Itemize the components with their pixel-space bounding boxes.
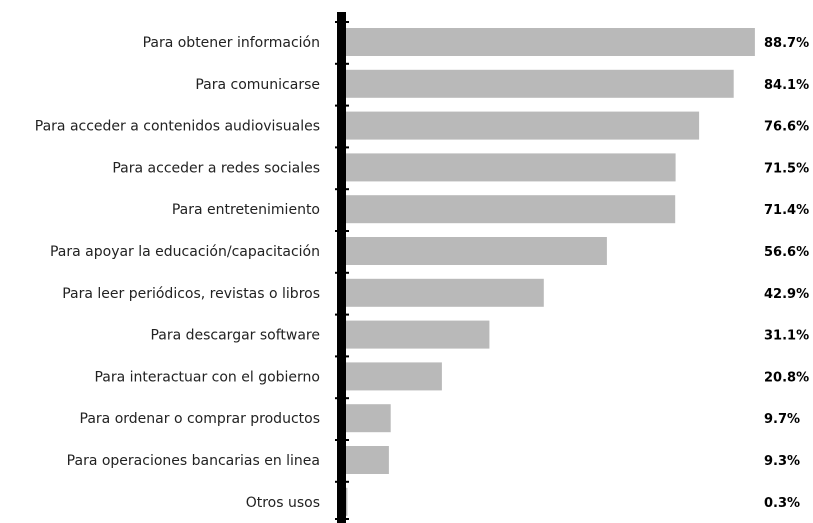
- y-axis-line: [337, 12, 346, 523]
- value-label: 9.7%: [764, 412, 800, 427]
- category-label: Para leer periódicos, revistas o libros: [62, 286, 320, 302]
- bar: [346, 320, 490, 349]
- value-label: 71.4%: [764, 203, 809, 218]
- bar: [346, 153, 676, 182]
- value-label: 84.1%: [764, 78, 809, 93]
- category-label: Para acceder a redes sociales: [112, 160, 320, 176]
- category-label: Para entretenimiento: [172, 202, 320, 218]
- category-label: Para operaciones bancarias en linea: [67, 453, 320, 469]
- axis-group: [335, 12, 349, 523]
- category-label: Otros usos: [246, 495, 320, 511]
- value-label: 88.7%: [764, 36, 809, 51]
- bar: [346, 278, 544, 307]
- value-label: 0.3%: [764, 496, 800, 511]
- bars-group: [346, 28, 755, 516]
- value-label: 31.1%: [764, 329, 809, 344]
- category-label: Para comunicarse: [195, 77, 320, 93]
- bar: [346, 446, 389, 474]
- bar: [346, 28, 755, 56]
- category-label: Para apoyar la educación/capacitación: [50, 244, 320, 260]
- category-label: Para descargar software: [150, 328, 320, 344]
- bar: [346, 111, 700, 140]
- bar: [346, 404, 391, 433]
- value-label: 71.5%: [764, 161, 809, 176]
- value-label: 9.3%: [764, 454, 800, 469]
- bar: [346, 362, 442, 391]
- category-label: Para ordenar o comprar productos: [80, 411, 320, 427]
- category-label: Para obtener información: [143, 35, 320, 51]
- value-label: 42.9%: [764, 287, 809, 302]
- category-label: Para interactuar con el gobierno: [94, 369, 320, 385]
- value-label: 56.6%: [764, 245, 809, 260]
- bar: [346, 69, 734, 98]
- bar: [346, 487, 348, 516]
- category-labels-group: Para obtener información Para comunicarse…: [35, 35, 320, 511]
- value-label: 20.8%: [764, 370, 809, 385]
- value-label: 76.6%: [764, 120, 809, 135]
- bar: [346, 237, 607, 265]
- value-labels-group: 88.7% 84.1% 76.6% 71.5% 71.4% 56.6% 42.9% 31.1%…: [764, 36, 809, 511]
- category-label: Para acceder a contenidos audiovisuales: [35, 119, 320, 135]
- bar: [346, 195, 676, 224]
